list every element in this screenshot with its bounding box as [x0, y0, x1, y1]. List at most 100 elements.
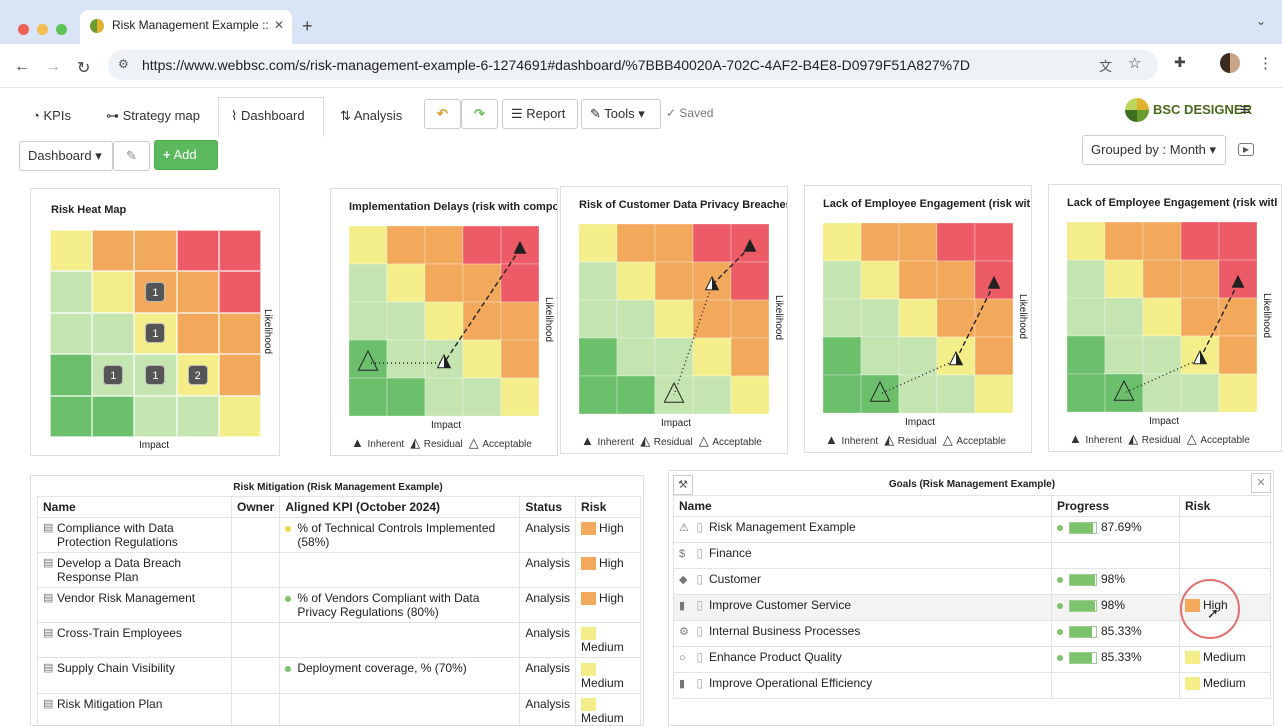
- goal-name-cell[interactable]: ⚙ ▯ Internal Business Processes: [673, 620, 1052, 647]
- redo-button[interactable]: ↷: [461, 99, 498, 129]
- saved-status: ✓ Saved: [666, 106, 713, 120]
- risk-level: Medium: [581, 675, 624, 690]
- back-arrow-icon[interactable]: ←: [14, 58, 30, 75]
- goal-name-cell[interactable]: ⚠ ▯ Risk Management Example: [673, 516, 1052, 543]
- initiative-name-cell[interactable]: ▤ Supply Chain Visibility: [37, 657, 232, 694]
- browser-tab[interactable]: Risk Management Example :: ✕: [80, 10, 292, 44]
- tab-analysis-label: Analysis: [353, 108, 403, 123]
- new-tab-icon[interactable]: +: [302, 16, 313, 36]
- initiative-name-cell[interactable]: ▤ Vendor Risk Management: [37, 587, 232, 623]
- table-row[interactable]: ▤ Develop a Data Breach Response Plan Ana…: [37, 552, 641, 588]
- expand-box-icon[interactable]: ▯: [696, 572, 703, 586]
- legend-inherent: ▲ Inherent: [581, 433, 635, 448]
- table-row[interactable]: ▤ Cross-Train Employees Analysis Medium: [37, 621, 641, 659]
- dashboard-select[interactable]: Dashboard ▾: [19, 141, 113, 171]
- site-settings-icon[interactable]: ⚙: [118, 57, 129, 71]
- tab-kpis[interactable]: ◔ KPIs: [32, 98, 102, 136]
- translate-icon[interactable]: 文: [1099, 59, 1113, 74]
- tab-close-icon[interactable]: ✕: [273, 18, 284, 32]
- expand-box-icon[interactable]: ▯: [696, 598, 703, 612]
- risk-cell: [349, 301, 388, 341]
- table-row[interactable]: $ ▯ Finance: [673, 542, 1271, 569]
- close-icon[interactable]: ✕: [1251, 473, 1271, 493]
- slideshow-icon[interactable]: ▸: [1238, 143, 1254, 156]
- inherent-marker: [987, 275, 1001, 289]
- risk-cell: Medium: [575, 621, 641, 659]
- risk-chart-x-label: Impact: [1149, 416, 1180, 427]
- goal-name-cell[interactable]: ○ ▯ Enhance Product Quality: [673, 646, 1052, 673]
- risk-count-marker[interactable]: 1: [145, 323, 166, 344]
- table-row[interactable]: ▤ Vendor Risk Management % of Vendors Com…: [37, 587, 641, 623]
- tab-dashboard[interactable]: ⌇ Dashboard: [218, 97, 324, 137]
- tools-button[interactable]: ✎ Tools ▾: [581, 99, 661, 129]
- expand-box-icon[interactable]: ▯: [696, 650, 703, 664]
- risk-count-marker[interactable]: 2: [187, 364, 208, 385]
- goal-name-cell[interactable]: ▮ ▯ Improve Customer Service: [673, 594, 1052, 621]
- progress-value: 85.33%: [1101, 650, 1142, 664]
- goal-name-cell[interactable]: $ ▯ Finance: [673, 542, 1052, 569]
- risk-cell: [500, 377, 539, 416]
- expand-box-icon[interactable]: ▯: [696, 624, 703, 638]
- initiative-name-cell[interactable]: ▤ Risk Mitigation Plan: [37, 692, 232, 725]
- heat-map-y-label: Likelihood: [262, 309, 273, 355]
- risk-cell: [898, 223, 938, 262]
- heat-map-x-label: Impact: [139, 440, 170, 451]
- risk-cell: [500, 339, 539, 379]
- goal-name-cell[interactable]: ◆ ▯ Customer: [673, 568, 1052, 595]
- table-row[interactable]: ▤ Risk Mitigation Plan Analysis Medium: [37, 692, 641, 725]
- legend-residual: ◭ Residual: [884, 432, 937, 447]
- risk-count-marker[interactable]: 1: [103, 364, 124, 385]
- legend-residual: ◭ Residual: [1128, 431, 1181, 446]
- tab-strategy-map[interactable]: ⊶ Strategy map: [106, 98, 216, 136]
- tab-list-chevron-icon[interactable]: ⌄: [1256, 14, 1267, 28]
- extensions-icon[interactable]: ✚: [1174, 54, 1186, 70]
- table-row[interactable]: ▮ ▯ Improve Operational Efficiency Medium: [673, 672, 1271, 699]
- url-input[interactable]: ⚙ https://www.webbsc.com/s/risk-manageme…: [108, 50, 1158, 80]
- status-dot: [1057, 576, 1063, 583]
- risk-cell: [898, 374, 938, 413]
- hamburger-menu-icon[interactable]: ≡: [1240, 100, 1250, 119]
- grouped-by-select[interactable]: Grouped by : Month ▾: [1082, 135, 1226, 165]
- status-cell: Analysis: [519, 552, 577, 588]
- undo-button[interactable]: ↶: [424, 99, 461, 129]
- col-progress-header: Progress: [1051, 495, 1180, 517]
- gauge-icon: ◔: [32, 108, 40, 123]
- profile-avatar[interactable]: [1220, 53, 1240, 73]
- wrench-icon[interactable]: ⚒: [673, 475, 693, 495]
- risk-cell: [462, 263, 502, 303]
- edit-dashboard-button[interactable]: ✎: [113, 141, 150, 171]
- risk-count-marker[interactable]: 1: [145, 282, 166, 303]
- goal-name-cell[interactable]: ▮ ▯ Improve Operational Efficiency: [673, 672, 1052, 699]
- risk-chart-legend: ▲ Inherent ◭ Residual △ Acceptable: [351, 435, 538, 451]
- risk-count-marker[interactable]: 1: [145, 364, 166, 385]
- risk-chart-title: Risk of Customer Data Privacy Breaches: [579, 199, 788, 211]
- table-row[interactable]: ▤ Supply Chain Visibility Deployment cove…: [37, 657, 641, 694]
- risk-swatch: [581, 662, 597, 676]
- risk-cell: [1104, 335, 1144, 375]
- reload-icon[interactable]: ↻: [77, 60, 91, 77]
- browser-menu-icon[interactable]: ⋮: [1258, 55, 1273, 72]
- table-row[interactable]: ⚙ ▯ Internal Business Processes 85.33%: [673, 620, 1271, 647]
- forward-arrow-icon[interactable]: →: [45, 58, 61, 75]
- expand-box-icon[interactable]: ▯: [696, 520, 703, 534]
- initiative-name-cell[interactable]: ▤ Compliance with Data Protection Regulat…: [37, 517, 232, 553]
- add-button[interactable]: + Add: [154, 140, 218, 170]
- risk-cell: [386, 301, 426, 341]
- expand-box-icon[interactable]: ▯: [696, 546, 703, 560]
- report-button[interactable]: ☰ Report: [502, 99, 578, 129]
- bookmark-star-icon[interactable]: ☆: [1128, 55, 1142, 72]
- minimize-window-button[interactable]: [37, 24, 48, 35]
- table-row[interactable]: ○ ▯ Enhance Product Quality 85.33% Medium: [673, 646, 1271, 673]
- maximize-window-button[interactable]: [56, 24, 67, 35]
- table-row[interactable]: ⚠ ▯ Risk Management Example 87.69%: [673, 516, 1271, 543]
- legend-inherent: ▲ Inherent: [1069, 431, 1123, 446]
- tab-analysis[interactable]: ⇅ Analysis: [340, 98, 420, 136]
- table-row[interactable]: ◆ ▯ Customer 98%: [673, 568, 1271, 595]
- close-window-button[interactable]: [18, 24, 29, 35]
- initiative-name-cell[interactable]: ▤ Cross-Train Employees: [37, 621, 232, 659]
- expand-box-icon[interactable]: ▯: [696, 676, 703, 690]
- strategy-map-icon: ⊶: [106, 108, 119, 123]
- initiative-name-cell[interactable]: ▤ Develop a Data Breach Response Plan: [37, 552, 232, 588]
- table-row[interactable]: ▤ Compliance with Data Protection Regulat…: [37, 517, 641, 553]
